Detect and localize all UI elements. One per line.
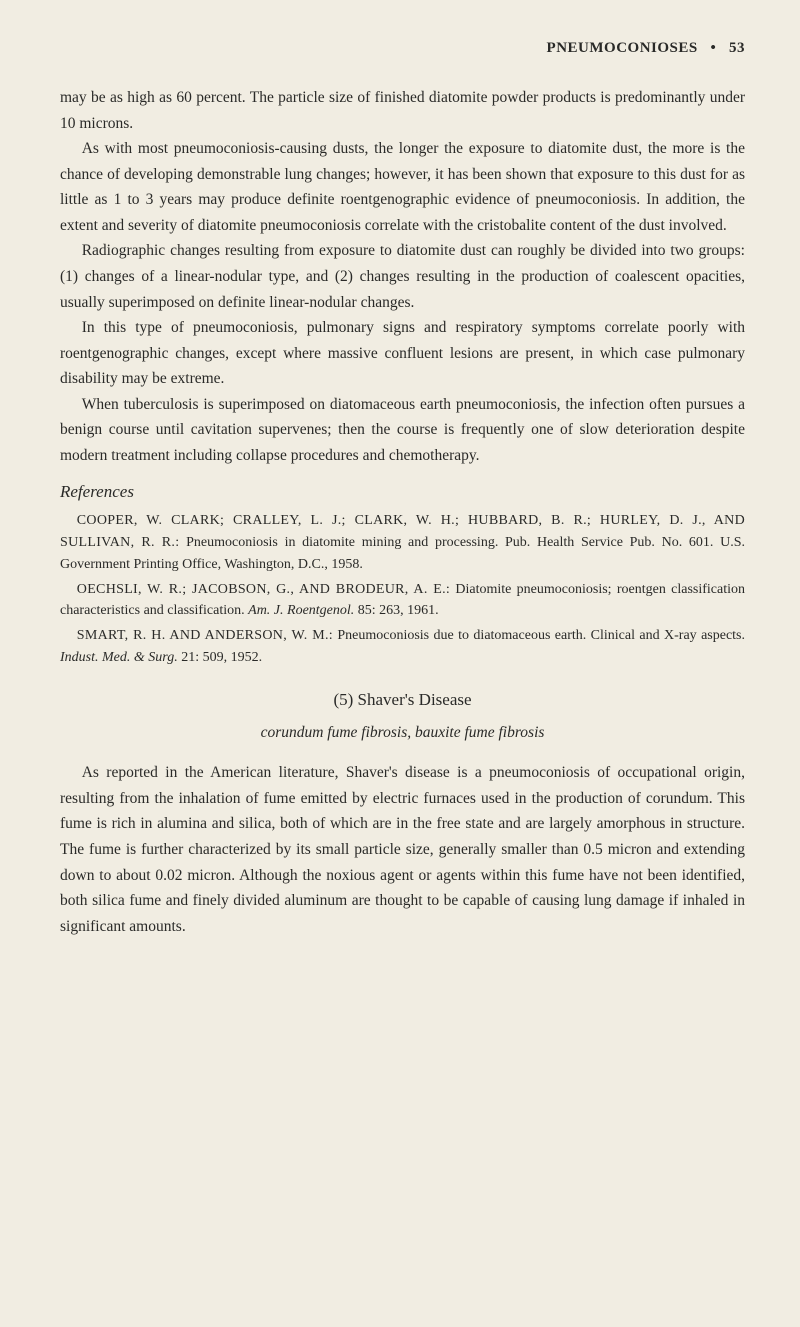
running-head: PNEUMOCONIOSES [547, 40, 698, 56]
paragraph-2: As with most pneumoconiosis-causing dust… [60, 136, 745, 238]
ref-2-authors: OECHSLI, W. R.; JACOBSON, G., AND BRODEU… [77, 582, 450, 597]
header-bullet: • [710, 40, 716, 56]
reference-1: COOPER, W. CLARK; CRALLEY, L. J.; CLARK,… [60, 510, 745, 575]
paragraph-5: When tuberculosis is superimposed on dia… [60, 392, 745, 469]
ref-3-text: Pneumoconiosis due to diatomaceous earth… [333, 628, 745, 643]
paragraph-6: As reported in the American literature, … [60, 760, 745, 939]
ref-3-tail: 21: 509, 1952. [178, 650, 262, 665]
body-section-2: As reported in the American literature, … [60, 760, 745, 939]
page-number: 53 [729, 40, 745, 56]
references-heading: References [60, 482, 745, 502]
ref-3-journal: Indust. Med. & Surg. [60, 650, 178, 665]
paragraph-1: may be as high as 60 percent. The partic… [60, 85, 745, 136]
subsection-title: (5) Shaver's Disease [60, 690, 745, 710]
paragraph-3: Radiographic changes resulting from expo… [60, 238, 745, 315]
paragraph-4: In this type of pneumoconiosis, pulmonar… [60, 315, 745, 392]
reference-2: OECHSLI, W. R.; JACOBSON, G., AND BRODEU… [60, 579, 745, 622]
reference-3: SMART, R. H. AND ANDERSON, W. M.: Pneumo… [60, 625, 745, 668]
subsection-subtitle: corundum fume fibrosis, bauxite fume fib… [60, 724, 745, 742]
body-section-1: may be as high as 60 percent. The partic… [60, 85, 745, 468]
page-header: PNEUMOCONIOSES • 53 [60, 40, 745, 57]
references-list: COOPER, W. CLARK; CRALLEY, L. J.; CLARK,… [60, 510, 745, 668]
ref-3-authors: SMART, R. H. AND ANDERSON, W. M.: [77, 628, 333, 643]
ref-2-tail: 85: 263, 1961. [354, 603, 438, 618]
ref-2-journal: Am. J. Roentgenol. [248, 603, 354, 618]
